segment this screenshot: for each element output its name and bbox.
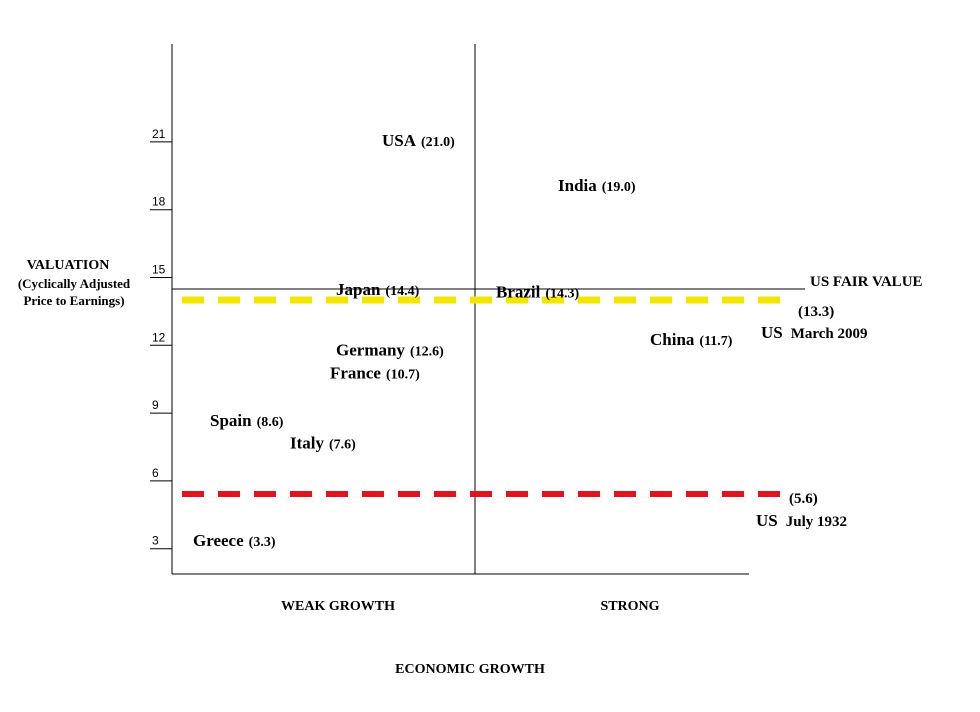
country-value-label: (10.7)	[386, 368, 420, 383]
march-2009-value-label: (13.3)	[798, 304, 834, 320]
y-axis-title-line-1: VALUATION	[27, 258, 110, 273]
march-2009-label-small: March 2009	[791, 326, 868, 342]
y-tick-label: 3	[152, 534, 159, 548]
country-name: Japan	[336, 280, 381, 299]
y-tick-label: 18	[152, 195, 166, 209]
y-tick-label: 6	[152, 466, 159, 480]
data-point-china: China (11.7)	[650, 330, 733, 349]
country-value-label: (7.6)	[329, 438, 356, 453]
july-1932-value-label: (5.6)	[789, 491, 818, 507]
y-tick-label: 21	[152, 127, 166, 141]
data-point-italy: Italy (7.6)	[290, 434, 356, 453]
data-point-france: France (10.7)	[330, 364, 420, 383]
country-name: Brazil	[496, 282, 541, 301]
y-ticks: 3 6 9 12 15 18 21	[150, 127, 172, 550]
country-name: Spain	[210, 411, 252, 430]
country-name: France	[330, 364, 381, 383]
country-value-label: (8.6)	[257, 415, 284, 430]
data-point-spain: Spain (8.6)	[210, 411, 284, 430]
country-name: Greece	[193, 531, 244, 550]
country-value-label: (21.0)	[421, 135, 455, 150]
data-point-usa: USA (21.0)	[382, 131, 455, 150]
country-value-label: (19.0)	[602, 180, 636, 195]
data-point-brazil: Brazil (14.3)	[496, 282, 580, 301]
country-value-label: (11.7)	[699, 334, 732, 349]
country-name: Italy	[290, 434, 325, 453]
country-name: Germany	[336, 341, 405, 360]
country-value-label: (14.3)	[545, 286, 579, 301]
country-name: India	[558, 176, 597, 195]
country-value-label: (12.6)	[410, 345, 444, 360]
data-point-india: India (19.0)	[558, 176, 636, 195]
y-axis-title-line-2: (Cyclically Adjusted	[18, 276, 131, 291]
y-tick-label: 9	[152, 398, 159, 412]
july-1932-label-small: July 1932	[786, 514, 847, 530]
x-axis-title: ECONOMIC GROWTH	[395, 662, 545, 677]
july-1932-label-main: US	[756, 511, 778, 530]
july-1932-label: US July 1932	[756, 511, 847, 530]
data-point-japan: Japan (14.4)	[336, 280, 420, 299]
country-name: China	[650, 330, 695, 349]
country-name: USA	[382, 131, 417, 150]
category-weak-growth: WEAK GROWTH	[281, 599, 395, 614]
y-tick-label: 12	[152, 330, 166, 344]
us-fair-value-label: US FAIR VALUE	[810, 274, 923, 290]
country-value-label: (14.4)	[385, 284, 419, 299]
data-point-germany: Germany (12.6)	[336, 341, 444, 360]
country-value-label: (3.3)	[249, 535, 276, 550]
data-labels: USA (21.0) India (19.0) Japan (14.4) Brazil (14…	[193, 131, 733, 550]
category-strong: STRONG	[600, 599, 659, 614]
march-2009-label-main: US	[761, 323, 783, 342]
data-point-greece: Greece (3.3)	[193, 531, 276, 550]
march-2009-label: US March 2009	[761, 323, 868, 342]
y-axis-title-line-3: Price to Earnings)	[23, 293, 124, 308]
y-tick-label: 15	[152, 263, 166, 277]
